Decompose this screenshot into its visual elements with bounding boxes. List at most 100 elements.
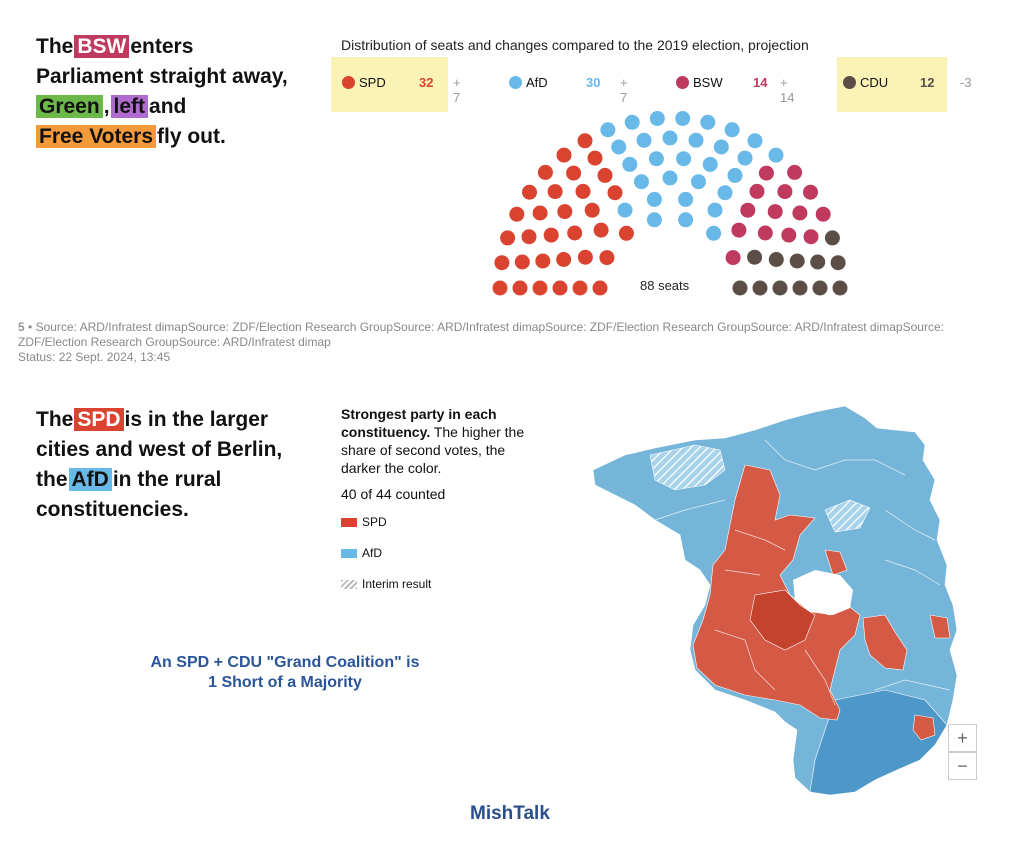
seat-dot-spd bbox=[572, 280, 588, 296]
party-name: AfD bbox=[526, 75, 548, 90]
source-block: 5 • Source: ARD/Infratest dimapSource: Z… bbox=[18, 320, 1018, 365]
seat-dot-cdu bbox=[812, 280, 828, 296]
seat-dot-afd bbox=[702, 156, 718, 172]
map-region-afd-dark[interactable] bbox=[809, 689, 948, 796]
seat-dot-afd bbox=[648, 151, 664, 167]
seat-dot-bsw bbox=[777, 184, 793, 200]
headline-text: is in the larger bbox=[124, 408, 269, 431]
headline-seats: The BSW enters Parliament straight away, G… bbox=[36, 32, 326, 152]
coalition-note-line: An SPD + CDU "Grand Coalition" is bbox=[150, 654, 420, 671]
tag-free-voters: Free Voters bbox=[36, 125, 156, 148]
zoom-out-button[interactable]: − bbox=[948, 752, 977, 780]
seat-dot-afd bbox=[717, 185, 733, 201]
tag-green: Green bbox=[36, 95, 103, 118]
seat-dot-bsw bbox=[792, 205, 808, 221]
seat-dot-bsw bbox=[731, 222, 747, 238]
seat-dot-afd bbox=[662, 130, 678, 146]
seat-dot-bsw bbox=[758, 165, 774, 181]
seat-dot-cdu bbox=[792, 280, 808, 296]
seat-dot-afd bbox=[634, 174, 649, 190]
seat-dot-spd bbox=[492, 280, 508, 296]
headline-text: the bbox=[36, 468, 68, 491]
map-region-spd-east-small[interactable] bbox=[929, 614, 951, 639]
map-region-spd-dark[interactable] bbox=[749, 589, 816, 651]
headline-map: The SPD is in the larger cities and west o… bbox=[36, 405, 326, 525]
map-region-interim[interactable] bbox=[824, 499, 871, 533]
headline-text: fly out. bbox=[157, 125, 226, 148]
seat-dot-spd bbox=[587, 150, 603, 166]
seat-dot-bsw bbox=[757, 225, 773, 241]
coalition-note-line: 1 Short of a Majority bbox=[208, 674, 362, 691]
seat-dot-spd bbox=[599, 250, 615, 266]
source-text: ZDF/Election Research GroupSource: ARD/I… bbox=[18, 335, 331, 349]
seat-hemicycle bbox=[492, 111, 848, 296]
map-legend-title-bold: Strongest party in each constituency. bbox=[341, 406, 497, 440]
counted-text: 40 of 44 counted bbox=[341, 486, 446, 502]
seat-dot-afd bbox=[662, 170, 678, 186]
seat-dot-spd bbox=[557, 204, 573, 220]
seat-dot-bsw bbox=[767, 204, 783, 220]
seat-dot-afd bbox=[768, 147, 784, 163]
seat-dot-afd bbox=[727, 167, 743, 183]
map-legend: Strongest party in each constituency. Th… bbox=[341, 405, 546, 593]
seat-dot-afd bbox=[678, 191, 694, 207]
seat-dot-cdu bbox=[752, 280, 768, 296]
party-seats: 12 bbox=[920, 75, 935, 90]
seat-dot-afd bbox=[737, 150, 753, 166]
seat-dot-cdu bbox=[732, 280, 748, 296]
seat-dot-spd bbox=[592, 280, 608, 296]
seat-dot-cdu bbox=[810, 254, 826, 270]
seat-dot-afd bbox=[713, 139, 729, 155]
map-region-interim[interactable] bbox=[649, 444, 726, 491]
party-change: -3 bbox=[960, 75, 972, 90]
party-change: + 7 bbox=[620, 75, 628, 105]
seat-dot-bsw bbox=[803, 184, 818, 200]
bsw-dot-icon bbox=[676, 76, 689, 89]
map-region-spd-north[interactable] bbox=[824, 549, 848, 576]
seat-dot-spd bbox=[593, 222, 609, 238]
map-region-spd-east[interactable] bbox=[862, 614, 908, 671]
seat-dot-bsw bbox=[815, 206, 831, 222]
spd-dot-icon bbox=[342, 76, 355, 89]
seat-dot-spd bbox=[500, 230, 516, 246]
seat-dot-afd bbox=[646, 191, 662, 207]
seat-dot-spd bbox=[512, 280, 528, 296]
map-legend-title-rest: The higher the share of second votes, th… bbox=[341, 424, 525, 476]
headline-text: The bbox=[36, 35, 74, 58]
tag-afd: AfD bbox=[68, 468, 112, 491]
party-seats: 14 bbox=[753, 75, 768, 90]
seat-dot-spd bbox=[577, 133, 593, 149]
seat-dot-afd bbox=[636, 132, 652, 148]
seat-dot-afd bbox=[675, 111, 691, 126]
seat-dot-spd bbox=[547, 184, 563, 200]
seat-dot-afd bbox=[724, 122, 740, 138]
headline-text: Parliament straight away, bbox=[36, 65, 288, 88]
seat-dot-spd bbox=[532, 205, 548, 221]
afd-dot-icon bbox=[509, 76, 522, 89]
seat-dot-spd bbox=[532, 280, 548, 296]
seat-dot-cdu bbox=[830, 255, 846, 271]
headline-text: in the rural bbox=[112, 468, 222, 491]
seat-dot-afd bbox=[622, 156, 638, 172]
map-berlin-hole bbox=[793, 570, 853, 615]
party-seats: 30 bbox=[586, 75, 601, 90]
legend-item-label: SPD bbox=[362, 515, 387, 529]
seat-dot-cdu bbox=[768, 252, 784, 267]
map-region-spd-south[interactable] bbox=[912, 714, 936, 741]
legend-item-label: Interim result bbox=[362, 577, 432, 591]
seat-dot-bsw bbox=[781, 227, 797, 243]
legend-item-afd: AfD bbox=[341, 544, 546, 562]
seat-dot-cdu bbox=[772, 280, 788, 296]
seat-dot-afd bbox=[678, 212, 694, 228]
zoom-in-button[interactable]: + bbox=[948, 724, 977, 752]
seat-dot-afd bbox=[649, 111, 665, 126]
seat-dot-spd bbox=[575, 183, 591, 199]
brand-footer: MishTalk bbox=[470, 803, 550, 824]
seat-dot-cdu bbox=[824, 230, 840, 246]
seat-dot-afd bbox=[600, 122, 616, 138]
seat-dot-cdu bbox=[789, 253, 805, 269]
seat-dot-bsw bbox=[749, 183, 765, 199]
info-icon: 5 bbox=[18, 320, 25, 334]
seat-dot-bsw bbox=[803, 229, 819, 245]
seat-dot-spd bbox=[535, 253, 551, 269]
